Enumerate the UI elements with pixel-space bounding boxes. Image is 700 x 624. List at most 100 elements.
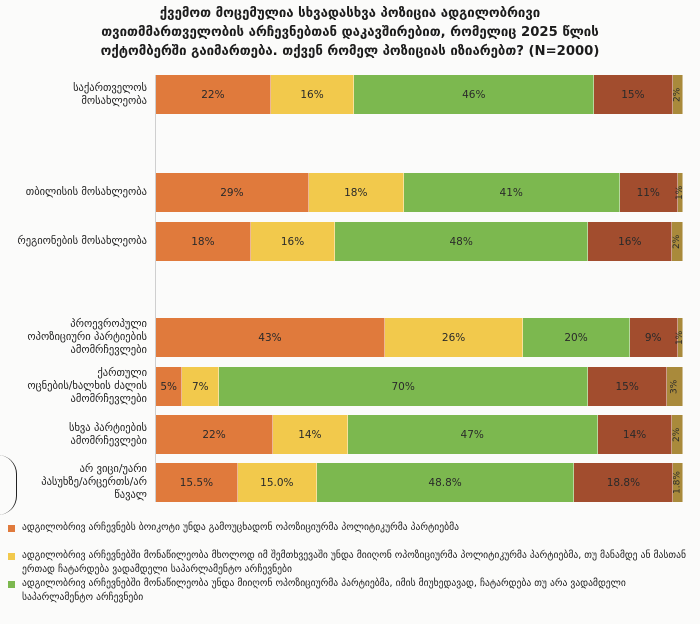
category-label-line: თბილისის მოსახლეობა (25, 186, 147, 198)
bar-segment: 9% (629, 318, 678, 357)
category-label-line: წავალ (114, 489, 147, 501)
data-label: 46% (462, 88, 486, 101)
category-label-line: ამომრჩევლები (70, 434, 148, 447)
bar-segment: 7% (182, 367, 220, 406)
data-label: 15% (621, 88, 645, 101)
bar-segment: 16% (588, 222, 673, 261)
legend-swatch (8, 525, 15, 532)
data-label: 41% (499, 186, 523, 199)
legend-label: ადგილობრივ არჩევნებს ბოიკოტი უნდა გამოუც… (22, 522, 459, 533)
bar-segment: 46% (354, 75, 595, 114)
data-label: 7% (191, 380, 209, 393)
data-label: 3% (669, 379, 680, 394)
data-label: 48.8% (428, 476, 462, 489)
data-label: 70% (391, 380, 415, 393)
data-label: 47% (460, 428, 484, 441)
data-label: 1.8% (672, 471, 683, 494)
category-label-line: არ ვიცი/უარი (79, 463, 147, 475)
bar-segment: 18% (156, 222, 251, 261)
bar-segment: 47% (347, 415, 598, 454)
bar-segment: 2% (672, 415, 683, 454)
data-label: 15.5% (179, 476, 214, 489)
bar-segment: 3% (667, 367, 683, 406)
bar-segment: 11% (619, 173, 678, 212)
category-label: პროევროპული ოპოზიციური პარტიების ამომრჩევლ… (0, 318, 147, 357)
bar-row: 22% 14% 47% 14% 2% (156, 415, 683, 454)
category-label: საქართველოს მოსახლეობა (0, 82, 147, 108)
category-label: თბილისის მოსახლეობა (0, 186, 147, 199)
category-label-line: ამომრჩევლები (70, 393, 148, 405)
category-label-line: პროევროპული (70, 318, 147, 330)
category-label-line: მოსახლეობა (81, 94, 147, 107)
category-label-line: ოპოზიციური პარტიების (27, 331, 147, 343)
bar-segment: 70% (219, 367, 589, 406)
bar-segment: 48% (335, 222, 589, 261)
data-label: 2% (672, 87, 683, 102)
bar-segment: 16% (270, 75, 355, 114)
bar-row: 15.5% 15.0% 48.8% 18.8% 1.8% (156, 463, 683, 502)
bar-segment: 26% (384, 318, 524, 357)
data-label: 43% (258, 331, 282, 344)
bar-segment: 20% (523, 318, 630, 357)
bar-segment: 15% (588, 367, 668, 406)
bar-row: 22% 16% 46% 15% 2% (156, 75, 683, 114)
bar-segment: 16% (250, 222, 336, 261)
data-label: 15.0% (260, 476, 294, 489)
handwritten-bracket-mark (0, 455, 17, 515)
bar-segment: 1% (674, 318, 685, 357)
category-label-line: ოცნების/ხალხის ძალის (27, 380, 147, 392)
chart-title-line-1: ქვემოთ მოცემულია სხვადასხვა პოზიცია ადგი… (159, 6, 541, 21)
data-label: 15% (615, 380, 639, 393)
data-label: 18.8% (606, 476, 641, 489)
data-label: 2% (672, 234, 683, 249)
legend-swatch (8, 553, 15, 560)
data-label: 22% (201, 88, 225, 101)
category-label: სხვა პარტიების ამომრჩევლები (0, 422, 147, 448)
data-label: 16% (280, 235, 305, 248)
bar-segment: 15.5% (156, 463, 238, 502)
bar-segment: 2% (672, 222, 683, 261)
data-label: 26% (441, 331, 466, 344)
category-label-line: ქართული (97, 367, 147, 379)
bar-segment: 5% (156, 367, 183, 406)
category-label-line: სხვა პარტიების (68, 421, 147, 434)
category-label-line: რეგიონების მოსახლეობა (17, 235, 147, 247)
data-label: 5% (160, 380, 177, 393)
data-label: 22% (202, 428, 226, 441)
data-label: 9% (644, 331, 662, 344)
bar-row: 29% 18% 41% 11% 1% (156, 173, 685, 212)
bar-segment: 1% (674, 173, 685, 212)
legend-label: ადგილობრივ არჩევნებში მონაწილეობა უნდა მ… (22, 578, 626, 603)
data-label: 18% (344, 186, 368, 199)
bar-segment: 2% (672, 75, 683, 114)
legend-swatch (8, 581, 15, 588)
category-label-line: საქართველოს (73, 81, 147, 94)
data-label: 1% (674, 330, 685, 345)
bar-segment: 18% (308, 173, 404, 212)
category-label: არ ვიცი/უარი პასუხზე/არცერთს/არ წავალ (0, 463, 147, 502)
data-label: 16% (618, 235, 642, 248)
data-label: 18% (191, 235, 215, 248)
bar-row: 5% 7% 70% 15% 3% (156, 367, 683, 406)
data-label: 14% (298, 428, 322, 441)
category-axis-line (155, 75, 156, 502)
chart-title: ქვემოთ მოცემულია სხვადასხვა პოზიცია ადგი… (40, 4, 660, 61)
bar-segment: 1.8% (672, 463, 683, 502)
data-label: 14% (622, 428, 647, 441)
data-label: 29% (220, 186, 244, 199)
bar-segment: 14% (597, 415, 673, 454)
bar-segment: 22% (156, 75, 271, 114)
bar-segment: 18.8% (574, 463, 674, 502)
category-label-line: ამომრჩევლები (70, 344, 148, 356)
data-label: 1% (674, 185, 685, 200)
data-label: 20% (564, 331, 588, 344)
chart-title-line-2: თვითმმართველობის არჩევნებთან დაკავშირები… (101, 25, 599, 40)
legend-label: ადგილობრივ არჩევნებში მონაწილეობა მხოლოდ… (22, 550, 686, 575)
bar-segment: 48.8% (316, 463, 575, 502)
bar-segment: 29% (156, 173, 309, 212)
bar-segment: 43% (156, 318, 385, 357)
bar-segment: 15% (594, 75, 673, 114)
data-label: 2% (672, 427, 683, 442)
bar-row: 43% 26% 20% 9% 1% (156, 318, 685, 357)
bar-row: 18% 16% 48% 16% 2% (156, 222, 683, 261)
